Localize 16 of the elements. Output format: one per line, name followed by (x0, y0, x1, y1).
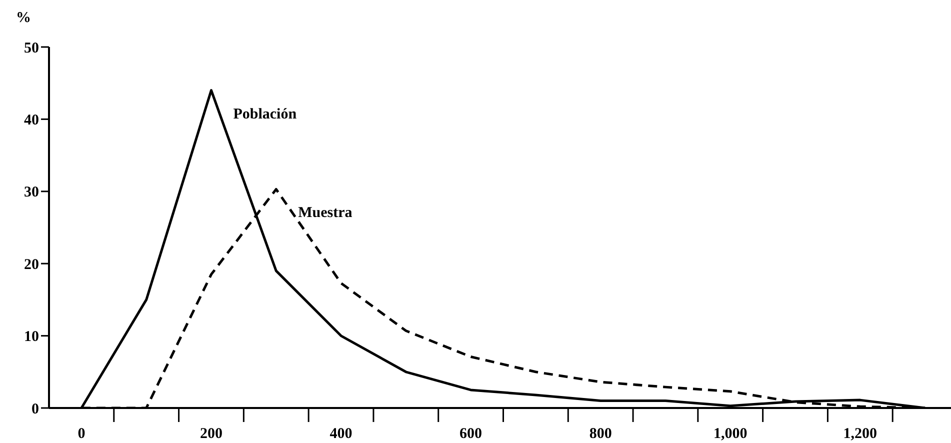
y-tick-label: 50 (24, 40, 39, 56)
x-tick-label: 0 (78, 426, 86, 442)
x-tick-label: 600 (460, 426, 482, 442)
y-tick-label: 30 (24, 184, 39, 201)
y-tick-label: 40 (24, 112, 39, 129)
series-label: Muestra (298, 205, 353, 222)
y-tick-label: 20 (24, 256, 39, 273)
x-tick-label: 1,000 (713, 426, 748, 442)
x-tick-label: 1,200 (843, 426, 878, 442)
y-tick-label: 10 (24, 329, 39, 346)
x-tick-label: 200 (200, 426, 222, 442)
x-tick-label: 400 (330, 426, 352, 442)
y-tick-label: 0 (32, 401, 39, 418)
series-label: Población (233, 106, 298, 122)
y-axis-title: % (16, 10, 31, 27)
x-tick-label: 800 (589, 426, 612, 442)
